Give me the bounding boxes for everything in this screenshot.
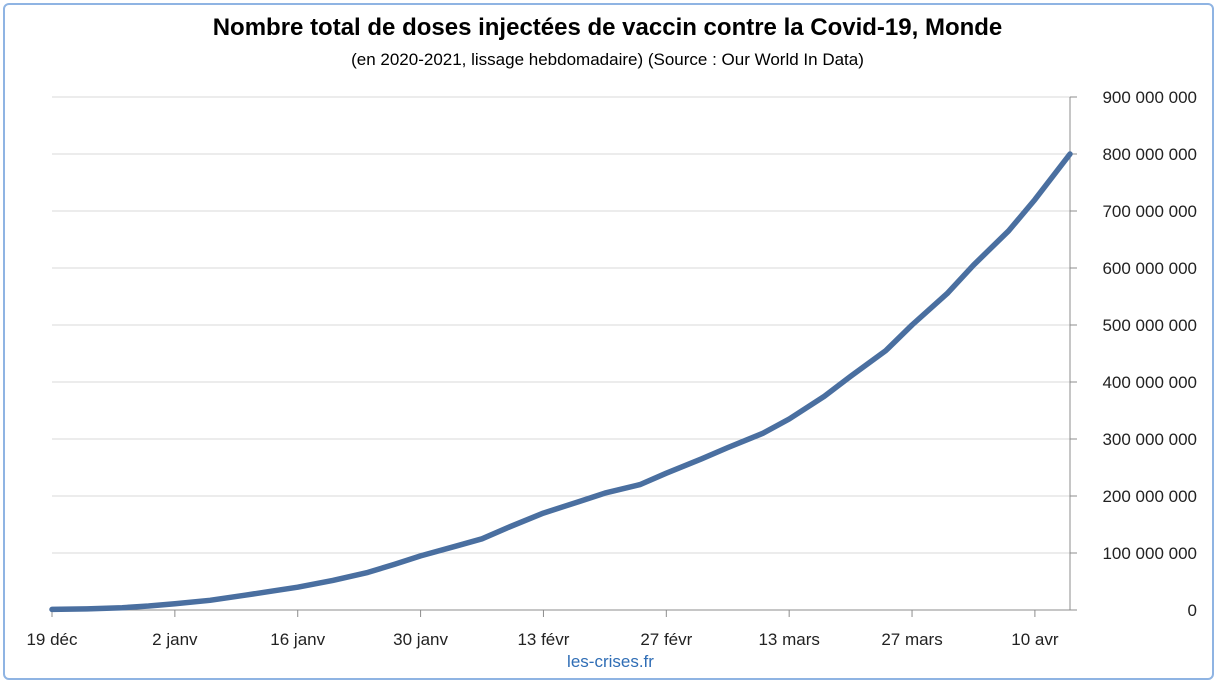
y-tick-label: 200 000 000	[1102, 487, 1197, 506]
chart-title: Nombre total de doses injectées de vacci…	[212, 14, 1003, 41]
y-tick-label: 600 000 000	[1102, 259, 1197, 278]
series-line	[49, 151, 1073, 613]
y-tick-label: 100 000 000	[1102, 544, 1197, 563]
y-tick-label: 900 000 000	[1102, 88, 1197, 107]
x-tick-label: 27 mars	[881, 630, 942, 649]
x-tick-label: 2 janv	[152, 630, 198, 649]
x-tick-label: 10 avr	[1011, 630, 1059, 649]
y-tick-label: 500 000 000	[1102, 316, 1197, 335]
y-tick-label: 300 000 000	[1102, 430, 1197, 449]
source-label: les-crises.fr	[567, 652, 654, 671]
y-tick-label: 700 000 000	[1102, 202, 1197, 221]
chart-frame	[3, 3, 1214, 680]
chart-subtitle: (en 2020-2021, lissage hebdomadaire) (So…	[351, 50, 864, 69]
x-tick-label: 13 févr	[517, 630, 569, 649]
y-tick-label: 0	[1188, 601, 1197, 620]
y-tick-label: 400 000 000	[1102, 373, 1197, 392]
y-tick-label: 800 000 000	[1102, 145, 1197, 164]
x-tick-label: 27 févr	[640, 630, 692, 649]
x-tick-label: 19 déc	[26, 630, 78, 649]
x-tick-label: 16 janv	[270, 630, 325, 649]
x-tick-label: 13 mars	[758, 630, 819, 649]
x-tick-label: 30 janv	[393, 630, 448, 649]
